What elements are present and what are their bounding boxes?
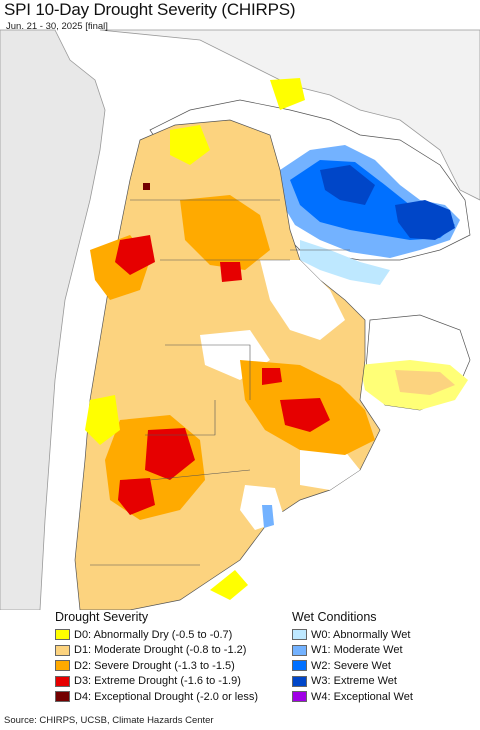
map-subtitle: Jun. 21 - 30, 2025 [final] (6, 21, 108, 32)
drought-legend: Drought Severity D0: Abnormally Dry (-0.… (55, 610, 258, 705)
argentina-region (74, 78, 381, 610)
legend-item-w0: W0: Abnormally Wet (292, 627, 413, 643)
wet-legend: Wet Conditions W0: Abnormally Wet W1: Mo… (292, 610, 413, 705)
source-credit: Source: CHIRPS, UCSB, Climate Hazards Ce… (4, 715, 214, 726)
d0-swatch (55, 629, 70, 641)
d2-swatch (55, 660, 70, 672)
w4-swatch (292, 691, 307, 703)
legend-label: W3: Extreme Wet (311, 675, 397, 688)
legend-label: W4: Exceptional Wet (311, 690, 413, 703)
wet-legend-title: Wet Conditions (292, 610, 377, 624)
legend-item-d2: D2: Severe Drought (-1.3 to -1.5) (55, 658, 258, 674)
drought-legend-title: Drought Severity (55, 610, 149, 624)
legend-label: W2: Severe Wet (311, 659, 391, 672)
d3-swatch (55, 675, 70, 687)
legend-item-d1: D1: Moderate Drought (-0.8 to -1.2) (55, 643, 258, 659)
legend-item-w3: W3: Extreme Wet (292, 674, 413, 690)
legend-item-d3: D3: Extreme Drought (-1.6 to -1.9) (55, 674, 258, 690)
legend-label: W1: Moderate Wet (311, 644, 403, 657)
legend-item-d4: D4: Exceptional Drought (-2.0 or less) (55, 689, 258, 705)
admin-borders (90, 199, 350, 566)
legend-label: D0: Abnormally Dry (-0.5 to -0.7) (74, 628, 233, 641)
legend-item-d0: D0: Abnormally Dry (-0.5 to -0.7) (55, 627, 258, 643)
map-title: SPI 10-Day Drought Severity (CHIRPS) (4, 0, 296, 19)
drought-map (0, 29, 480, 610)
d1-swatch (55, 644, 70, 656)
legend-label: W0: Abnormally Wet (311, 628, 411, 641)
w2-swatch (292, 660, 307, 672)
w1-swatch (292, 644, 307, 656)
legend-item-w1: W1: Moderate Wet (292, 643, 413, 659)
legend-item-w4: W4: Exceptional Wet (292, 689, 413, 705)
neighbor-land (0, 29, 480, 610)
w0-swatch (292, 629, 307, 641)
legend-label: D2: Severe Drought (-1.3 to -1.5) (74, 659, 235, 672)
legend-item-w2: W2: Severe Wet (292, 658, 413, 674)
legend-label: D1: Moderate Drought (-0.8 to -1.2) (74, 644, 247, 657)
uruguay-region (360, 314, 471, 411)
legend-label: D4: Exceptional Drought (-2.0 or less) (74, 690, 259, 703)
d4-swatch (55, 691, 70, 703)
w3-swatch (292, 675, 307, 687)
legend-label: D3: Extreme Drought (-1.6 to -1.9) (74, 675, 241, 688)
